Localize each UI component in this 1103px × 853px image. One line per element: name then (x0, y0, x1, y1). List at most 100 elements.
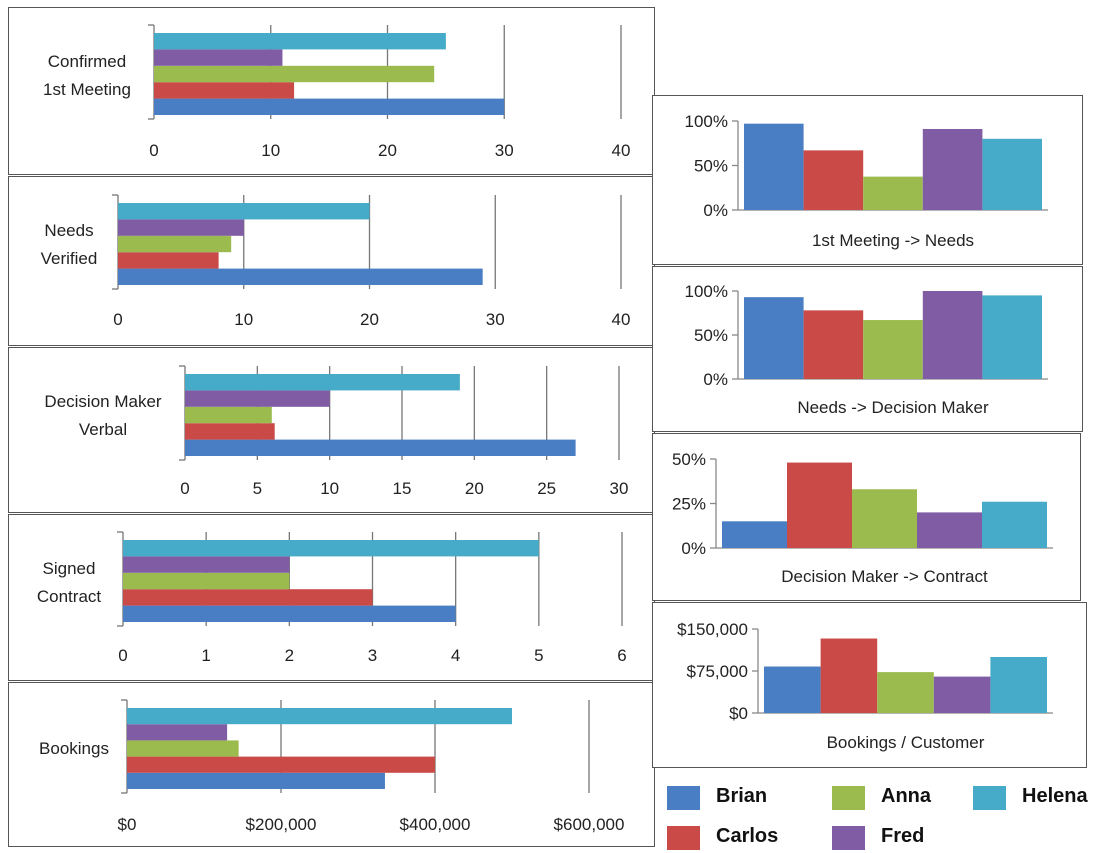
panel-decision-maker-contract: 0% 25% 50% Decision Maker -> Contract (652, 433, 1081, 601)
x-tick-label: 25 (537, 479, 556, 498)
x-tick-label: 30 (495, 141, 514, 160)
category-label: Decision Maker Verbal (44, 392, 162, 439)
bar-helena (990, 657, 1047, 713)
x-tick-label: $400,000 (400, 815, 471, 834)
chart-needs-verified: 0 10 20 30 40 (112, 194, 631, 329)
x-tick-label: 0 (113, 310, 122, 329)
bar-fred (154, 49, 283, 66)
bar-carlos (123, 589, 373, 606)
panel-1st-meeting-needs: 0% 50% 100% 1st Meeting -> Needs (652, 95, 1083, 265)
legend-swatch (667, 826, 700, 850)
bar-carlos (820, 638, 878, 713)
chart-decision-maker-contract: 0% 25% 50% Decision Maker -> Contract (672, 450, 1053, 586)
legend-swatch (832, 826, 865, 850)
y-tick-label: 50% (694, 326, 728, 345)
bar-anna (877, 672, 934, 713)
bar-fred (118, 219, 244, 236)
legend-item-carlos: Carlos (667, 823, 817, 853)
panel-confirmed-1st-meeting: Confirmed 1st Meeting 0 10 20 30 40 (8, 7, 655, 175)
chart-decision-maker-verbal: 0 5 10 15 20 25 30 (179, 365, 629, 498)
x-axis-label: Decision Maker -> Contract (781, 567, 988, 586)
legend-swatch (667, 786, 700, 810)
y-tick-label: 100% (685, 112, 728, 131)
panel-needs-verified: Needs Verified 0 10 20 30 40 (8, 176, 655, 346)
x-tick-label: 5 (253, 479, 262, 498)
bar-anna (127, 740, 239, 757)
chart-confirmed-1st-meeting: 0 10 20 30 40 (148, 24, 631, 160)
category-label: Signed Contract (36, 559, 102, 606)
y-tick-label: $0 (729, 704, 748, 723)
bar-fred (127, 724, 228, 741)
panel-needs-decision-maker: 0% 50% 100% Needs -> Decision Maker (652, 266, 1083, 432)
bar-anna (123, 572, 290, 590)
legend-label: Anna (881, 785, 931, 807)
bar-helena (982, 501, 1047, 548)
bar-helena (982, 295, 1042, 379)
x-axis-label: Needs -> Decision Maker (797, 398, 989, 417)
panel-signed-contract: Signed Contract 0 1 2 3 4 5 6 (8, 514, 655, 681)
y-tick-label: 0% (681, 539, 706, 558)
x-tick-label: $600,000 (554, 815, 625, 834)
bar-brian (118, 268, 483, 285)
legend-label: Carlos (716, 825, 779, 847)
bar-anna (852, 489, 917, 548)
x-tick-label: 10 (234, 310, 253, 329)
x-axis-label: Bookings / Customer (827, 733, 985, 752)
bar-fred (123, 556, 290, 573)
bar-carlos (803, 310, 864, 379)
y-tick-label: 50% (694, 157, 728, 176)
bar-helena (123, 540, 539, 557)
x-tick-label: $200,000 (246, 815, 317, 834)
bar-anna (118, 235, 232, 253)
x-tick-label: 40 (612, 141, 631, 160)
category-label: Needs Verified (40, 221, 98, 268)
bar-brian (154, 98, 505, 115)
panel-bookings: Bookings $0 $200,000 $400,000 $600,000 (8, 682, 655, 847)
y-tick-label: 25% (672, 495, 706, 514)
bar-helena (154, 33, 446, 50)
x-tick-label: 20 (465, 479, 484, 498)
bar-carlos (185, 423, 275, 440)
legend-label: Brian (716, 785, 768, 807)
bar-fred (933, 676, 991, 713)
bar-fred (185, 390, 330, 407)
bar-anna (154, 65, 435, 83)
legend-item-brian: Brian (667, 783, 817, 813)
x-tick-label: 0 (118, 646, 127, 665)
x-tick-label: 10 (320, 479, 339, 498)
bar-brian (744, 123, 804, 210)
y-tick-label: 0% (703, 370, 728, 389)
x-tick-label: 10 (261, 141, 280, 160)
bar-helena (118, 203, 370, 220)
x-axis-label: 1st Meeting -> Needs (812, 231, 974, 250)
legend-item-helena: Helena (973, 783, 1101, 813)
bar-carlos (127, 756, 435, 773)
legend-label: Fred (881, 825, 925, 847)
chart-signed-contract: 0 1 2 3 4 5 6 (117, 531, 627, 665)
x-tick-label: 5 (534, 646, 543, 665)
x-tick-label: 3 (368, 646, 377, 665)
x-tick-label: 30 (610, 479, 629, 498)
bar-fred (922, 291, 983, 379)
chart-1st-meeting-needs: 0% 50% 100% 1st Meeting -> Needs (685, 112, 1048, 250)
x-tick-label: 15 (393, 479, 412, 498)
bar-brian (764, 666, 821, 713)
category-label: Bookings (39, 739, 109, 758)
x-tick-label: 20 (360, 310, 379, 329)
chart-needs-decision-maker: 0% 50% 100% Needs -> Decision Maker (685, 282, 1048, 417)
category-label: Confirmed 1st Meeting (43, 52, 131, 99)
x-tick-label: 0 (180, 479, 189, 498)
panel-bookings-per-customer: $0 $75,000 $150,000 Bookings / Customer (652, 602, 1087, 768)
x-tick-label: 40 (612, 310, 631, 329)
y-tick-label: 50% (672, 450, 706, 469)
x-tick-label: 6 (617, 646, 626, 665)
bar-anna (185, 406, 272, 424)
y-tick-label: 0% (703, 201, 728, 220)
bar-carlos (118, 252, 219, 269)
bar-helena (127, 708, 512, 725)
bar-carlos (803, 150, 864, 210)
legend-label: Helena (1022, 785, 1088, 807)
x-tick-label: 30 (486, 310, 505, 329)
bar-anna (863, 176, 923, 210)
bar-fred (917, 512, 982, 548)
